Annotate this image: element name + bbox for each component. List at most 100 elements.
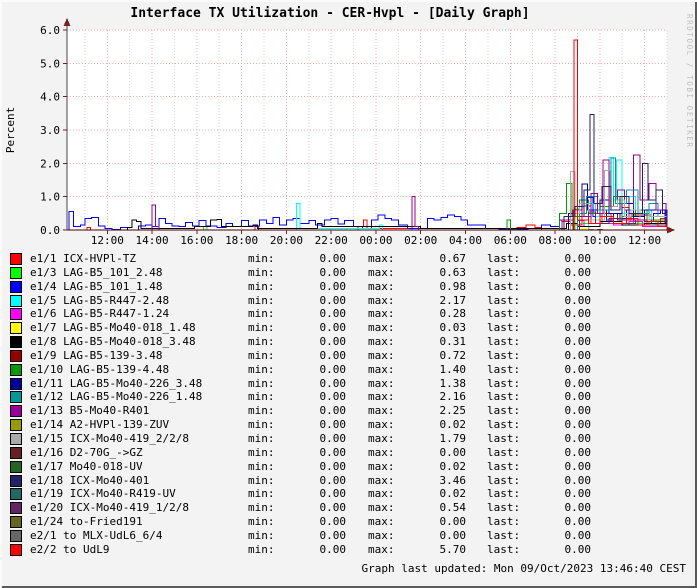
max-value: 0.72 <box>439 348 467 362</box>
interface-label: e1/17 Mo40-018-UV <box>30 459 143 473</box>
y-axis-label: Percent <box>4 107 17 153</box>
min-value: 0.00 <box>319 542 347 556</box>
y-tick-label: 0.0 <box>40 224 60 237</box>
last-value: 0.00 <box>564 348 592 362</box>
min-value: 0.00 <box>319 279 347 293</box>
last-label: last: <box>487 431 521 445</box>
min-label: min: <box>248 376 275 390</box>
last-label: last: <box>487 418 521 432</box>
min-label: min: <box>248 515 275 529</box>
max-label: max: <box>368 445 395 459</box>
series-color-swatch <box>10 266 22 279</box>
max-value: 1.40 <box>439 362 467 376</box>
y-tick-label: 6.0 <box>40 24 60 37</box>
x-tick-label: 22:00 <box>315 234 348 247</box>
last-value: 0.00 <box>564 307 592 321</box>
series-color-swatch <box>10 391 22 404</box>
max-value: 0.03 <box>439 321 467 335</box>
min-value: 0.00 <box>319 459 347 473</box>
min-value: 0.00 <box>319 390 347 404</box>
max-value: 1.38 <box>439 376 467 390</box>
last-value: 0.00 <box>564 321 592 335</box>
series-color-swatch <box>10 308 22 321</box>
last-value: 0.00 <box>564 501 592 515</box>
min-label: min: <box>248 293 275 307</box>
min-value: 0.00 <box>319 404 347 418</box>
plot-area: 12:00 14:00 16:00 18:00 20:00 22:00 00:00 02:00… <box>40 18 675 247</box>
x-tick-label: 04:00 <box>449 234 482 247</box>
series-color-swatch <box>10 474 22 487</box>
series-e2/2 <box>67 39 668 231</box>
x-tick-label: 08:00 <box>538 234 571 247</box>
last-label: last: <box>487 473 521 487</box>
series-color-swatch <box>10 294 22 307</box>
min-label: min: <box>248 487 275 501</box>
interface-label: e2/1 to MLX-UdL6_6/4 <box>30 528 163 542</box>
utilization-graph: 12:00 14:00 16:00 18:00 20:00 22:00 00:00 02:00… <box>4 6 694 247</box>
interface-label: e1/5 LAG-B5-R447-2.48 <box>30 293 170 307</box>
last-value: 0.00 <box>564 252 592 265</box>
min-value: 0.00 <box>319 252 347 265</box>
legend-row: e1/15 ICX-Mo40-419_2/2/8 min: 0.00 max: 1.79… <box>0 432 697 446</box>
min-value: 0.00 <box>319 431 347 445</box>
max-value: 0.00 <box>439 445 467 459</box>
last-value: 0.00 <box>564 445 592 459</box>
min-label: min: <box>248 252 275 265</box>
interface-label: e1/7 LAG-B5-Mo40-018_1.48 <box>30 321 196 335</box>
y-tick-label: 3.0 <box>40 124 60 137</box>
min-value: 0.00 <box>319 473 347 487</box>
legend-row: e1/19 ICX-Mo40-R419-UV min: 0.00 max: 0.02 la… <box>0 487 697 501</box>
min-label: min: <box>248 542 275 556</box>
last-value: 0.00 <box>564 473 592 487</box>
last-value: 0.00 <box>564 335 592 349</box>
x-tick-label: 20:00 <box>270 234 303 247</box>
last-label: last: <box>487 307 521 321</box>
legend-row: e1/8 LAG-B5-Mo40-018_3.48 min: 0.00 max: 0.3… <box>0 335 697 349</box>
interface-label: e1/12 LAG-B5-Mo40-226_1.48 <box>30 390 203 404</box>
x-tick-label: 06:00 <box>494 234 527 247</box>
min-value: 0.00 <box>319 348 347 362</box>
interface-label: e2/2 to UdL9 <box>30 542 110 556</box>
max-label: max: <box>368 418 395 432</box>
last-value: 0.00 <box>564 431 592 445</box>
legend-row: e2/1 to MLX-UdL6_6/4 min: 0.00 max: 0.00 last… <box>0 529 697 543</box>
x-tick-label: 18:00 <box>225 234 258 247</box>
y-tick-label: 5.0 <box>40 57 60 70</box>
last-label: last: <box>487 252 521 265</box>
last-label: last: <box>487 390 521 404</box>
interface-label: e1/14 A2-HVPl-139-ZUV <box>30 418 170 432</box>
interface-label: e1/6 LAG-B5-R447-1.24 <box>30 307 170 321</box>
y-axis-arrow <box>63 18 71 26</box>
legend-row: e2/2 to UdL9 min: 0.00 max: 5.70 last: 0.00 <box>0 543 697 557</box>
series-color-swatch <box>10 543 22 556</box>
max-value: 0.02 <box>439 459 467 473</box>
max-value: 0.98 <box>439 279 467 293</box>
legend: e1/1 ICX-HVPl-TZ min: 0.00 max: 0.67 last: 0.0… <box>0 252 697 557</box>
last-label: last: <box>487 501 521 515</box>
series-color-swatch <box>10 529 22 542</box>
last-label: last: <box>487 487 521 501</box>
series-color-swatch <box>10 488 22 501</box>
min-value: 0.00 <box>319 418 347 432</box>
last-label: last: <box>487 459 521 473</box>
min-value: 0.00 <box>319 376 347 390</box>
y-tick-label: 4.0 <box>40 91 60 104</box>
last-label: last: <box>487 265 521 279</box>
legend-row: e1/12 LAG-B5-Mo40-226_1.48 min: 0.00 max: 2.… <box>0 390 697 404</box>
legend-row: e1/7 LAG-B5-Mo40-018_1.48 min: 0.00 max: 0.0… <box>0 321 697 335</box>
series-color-swatch <box>10 349 22 362</box>
last-value: 0.00 <box>564 418 592 432</box>
min-value: 0.00 <box>319 335 347 349</box>
last-value: 0.00 <box>564 390 592 404</box>
series-color-swatch <box>10 432 22 445</box>
series-color-swatch <box>10 502 22 515</box>
series-e1/18 <box>67 114 668 231</box>
series-color-swatch <box>10 336 22 349</box>
min-value: 0.00 <box>319 321 347 335</box>
max-label: max: <box>368 348 395 362</box>
x-axis-arrow <box>667 226 675 234</box>
last-label: last: <box>487 376 521 390</box>
series-e1/13 <box>67 154 668 231</box>
min-label: min: <box>248 473 275 487</box>
last-label: last: <box>487 321 521 335</box>
